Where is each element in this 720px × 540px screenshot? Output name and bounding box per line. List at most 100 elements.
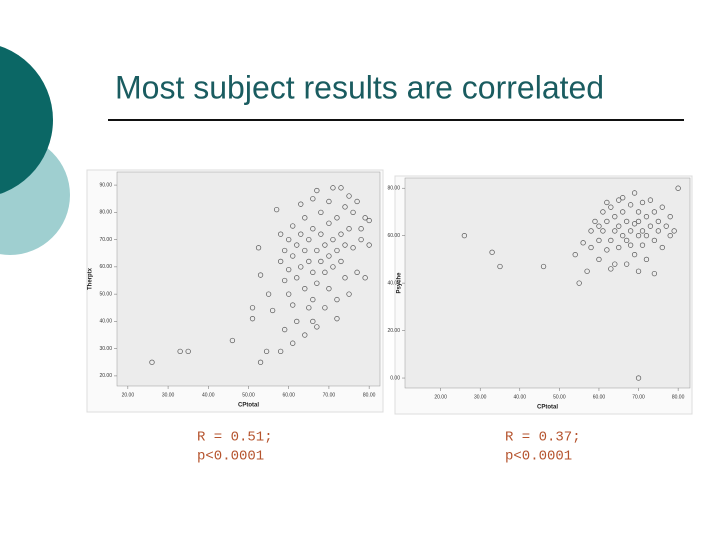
point xyxy=(596,237,602,244)
point xyxy=(354,269,360,275)
y-tick-label: 60.00 xyxy=(387,233,400,239)
annotation: R = 0.37; xyxy=(505,430,581,446)
point xyxy=(627,202,634,208)
point xyxy=(627,228,634,234)
point xyxy=(294,318,300,325)
y-tick-label: 40.00 xyxy=(99,319,112,325)
point xyxy=(314,324,320,330)
point xyxy=(584,268,590,274)
point xyxy=(322,269,328,275)
point xyxy=(330,236,336,243)
point xyxy=(306,258,312,265)
x-tick-label: 40.00 xyxy=(514,394,527,400)
x-tick-label: 80.00 xyxy=(672,394,685,400)
point xyxy=(651,270,658,277)
point xyxy=(334,247,340,254)
point xyxy=(497,263,503,270)
y-tick-label: 60.00 xyxy=(99,264,112,270)
point xyxy=(290,302,296,308)
x-tick-label: 20.00 xyxy=(434,394,447,400)
point xyxy=(643,256,650,263)
point xyxy=(631,221,638,227)
y-tick-label: 70.00 xyxy=(99,237,112,243)
point xyxy=(588,228,594,234)
y-tick-label: 80.00 xyxy=(99,210,112,216)
point xyxy=(540,263,547,270)
point xyxy=(346,193,352,199)
point xyxy=(651,209,658,215)
point xyxy=(620,209,626,215)
point xyxy=(639,228,646,234)
x-axis-label: CPtotal xyxy=(238,403,259,409)
point xyxy=(294,242,300,248)
point xyxy=(286,236,292,243)
point xyxy=(655,228,661,234)
point xyxy=(358,236,364,243)
point xyxy=(366,217,372,224)
point xyxy=(635,268,642,274)
point xyxy=(298,201,304,207)
point xyxy=(600,209,606,215)
point xyxy=(608,204,614,210)
annotation: R = 0.51; xyxy=(197,430,273,446)
point xyxy=(624,261,630,267)
point xyxy=(350,209,356,215)
point xyxy=(310,196,316,202)
point xyxy=(647,223,654,229)
point xyxy=(342,204,348,210)
point xyxy=(663,223,669,229)
point xyxy=(265,291,272,297)
point xyxy=(600,228,606,234)
point xyxy=(255,245,262,251)
point xyxy=(282,277,288,284)
point xyxy=(322,242,328,248)
x-tick-label: 40.00 xyxy=(202,392,215,398)
point xyxy=(596,256,602,263)
y-tick-label: 80.00 xyxy=(387,186,400,192)
x-tick-label: 70.00 xyxy=(632,394,645,400)
point xyxy=(330,185,336,191)
point xyxy=(592,218,598,225)
point xyxy=(362,215,368,221)
point xyxy=(580,240,586,246)
point xyxy=(149,359,155,365)
point xyxy=(263,348,270,355)
point xyxy=(338,258,344,265)
point xyxy=(334,316,340,322)
point xyxy=(342,275,348,281)
point xyxy=(608,266,614,272)
point xyxy=(643,214,650,220)
point xyxy=(326,286,332,292)
point xyxy=(346,226,352,232)
point xyxy=(257,359,264,365)
point xyxy=(342,242,348,248)
point xyxy=(185,348,191,355)
point xyxy=(306,305,312,311)
y-axis-label: Therptx xyxy=(88,267,94,290)
point xyxy=(350,245,356,251)
point xyxy=(326,198,332,205)
point xyxy=(667,214,673,220)
point xyxy=(290,223,296,229)
point xyxy=(643,233,650,239)
x-tick-label: 80.00 xyxy=(363,392,376,398)
x-tick-label: 60.00 xyxy=(282,392,295,398)
x-tick-label: 20.00 xyxy=(122,392,135,398)
y-tick-label: 0.00 xyxy=(390,375,400,381)
point xyxy=(624,237,630,244)
point xyxy=(358,226,364,232)
point xyxy=(326,220,332,226)
x-tick-label: 50.00 xyxy=(553,394,566,400)
plot-area xyxy=(116,171,381,387)
point xyxy=(294,275,300,281)
point xyxy=(302,247,308,254)
point xyxy=(612,214,618,220)
plot-area xyxy=(404,177,691,389)
point xyxy=(620,233,626,239)
point xyxy=(318,258,324,265)
x-tick-label: 30.00 xyxy=(474,394,487,400)
point xyxy=(616,223,622,229)
y-axis-label: Psyche xyxy=(397,272,403,294)
point xyxy=(624,218,630,225)
point xyxy=(576,280,582,286)
